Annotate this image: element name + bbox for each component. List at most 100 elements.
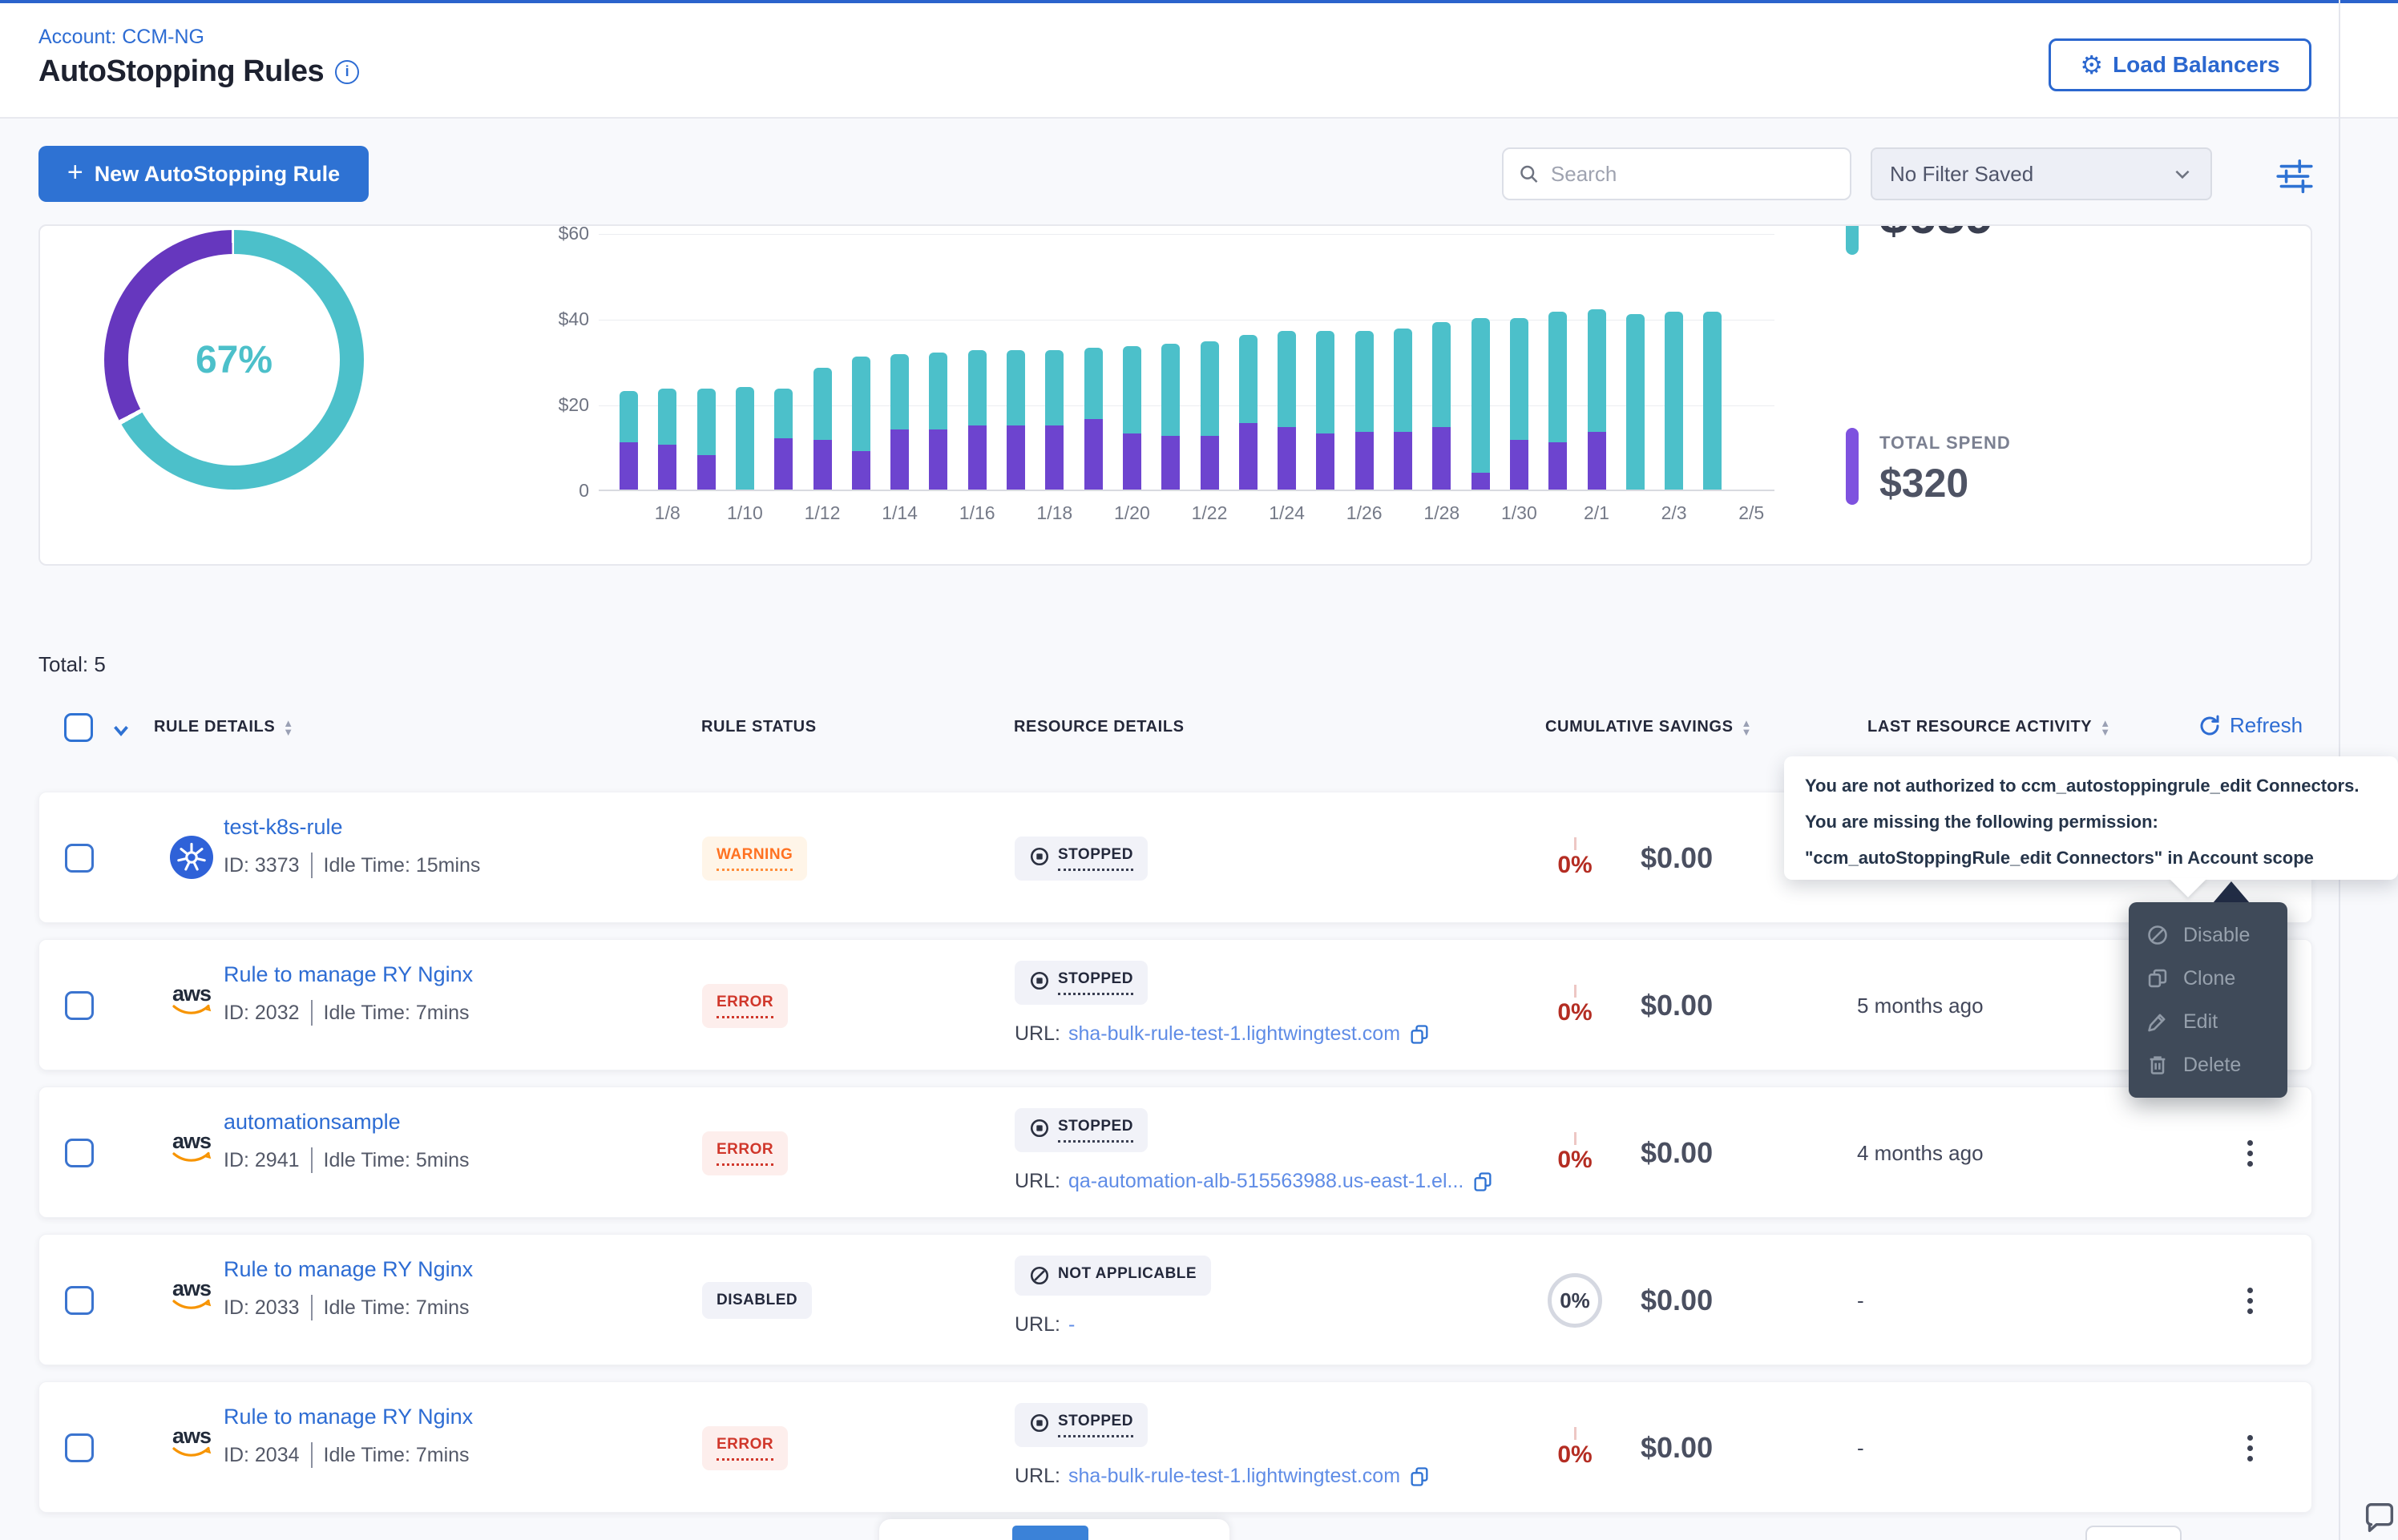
- row-actions-menu: Disable Clone Edit Delete: [2129, 902, 2287, 1098]
- resource-url-link[interactable]: -: [1068, 1313, 1076, 1336]
- rule-name-link[interactable]: Rule to manage RY Nginx: [224, 962, 474, 986]
- rule-status-badge: DISABLED: [702, 1282, 813, 1319]
- total-count: Total: 5: [38, 652, 106, 676]
- help-chat-button[interactable]: [2361, 1500, 2398, 1537]
- gear-icon: ⚙: [2080, 50, 2104, 80]
- bar: [1316, 331, 1335, 490]
- pagination: [879, 1519, 1229, 1540]
- savings-tick: [1573, 837, 1576, 850]
- sort-icon[interactable]: ▲ ▼: [283, 716, 294, 738]
- savings-percent: 0%: [1527, 792, 1623, 924]
- resource-cell: STOPPED: [1015, 792, 1148, 924]
- top-accent-line: [0, 0, 2398, 3]
- summary-card: 67% $60 $40 $20 0 1/8 1/10 1/12 1/14 1/16 1/18 1/2…: [38, 224, 2312, 566]
- menu-item-edit[interactable]: Edit: [2129, 1000, 2287, 1043]
- row-checkbox[interactable]: [65, 844, 94, 873]
- row-checkbox[interactable]: [65, 1433, 94, 1462]
- rule-status-cell: ERROR: [702, 1382, 789, 1514]
- rule-details-cell: Rule to manage RY Nginx ID: 2033 Idle Ti…: [224, 1257, 473, 1320]
- stop-icon: [1030, 1119, 1049, 1138]
- kubernetes-icon: [168, 836, 216, 879]
- row-checkbox[interactable]: [65, 1286, 94, 1315]
- last-activity-value: -: [1857, 1288, 1864, 1312]
- new-autostopping-rule-button[interactable]: + New AutoStopping Rule: [38, 146, 369, 202]
- filter-sliders-icon[interactable]: [2273, 154, 2316, 197]
- copy-icon[interactable]: [1408, 1465, 1431, 1488]
- row-actions-kebab[interactable]: [2232, 1382, 2267, 1514]
- x-axis-label: 1/12: [804, 502, 841, 523]
- menu-item-delete[interactable]: Delete: [2129, 1043, 2287, 1086]
- sort-icon[interactable]: ▲ ▼: [1741, 716, 1752, 738]
- column-rule-details[interactable]: RULE DETAILS ▲ ▼: [154, 716, 294, 738]
- x-axis-label: 1/28: [1423, 502, 1460, 523]
- savings-percent: 0%: [1527, 1235, 1623, 1366]
- resource-state-badge: NOT APPLICABLE: [1015, 1256, 1212, 1296]
- rule-name-link[interactable]: automationsample: [224, 1110, 401, 1134]
- menu-item-clone[interactable]: Clone: [2129, 957, 2287, 1000]
- select-all-checkbox[interactable]: [64, 713, 93, 742]
- resource-url-link[interactable]: qa-automation-alb-515563988.us-east-1.el…: [1068, 1170, 1464, 1192]
- rule-status-cell: WARNING: [702, 792, 808, 924]
- rule-status-cell: ERROR: [702, 940, 789, 1071]
- rule-meta: ID: 2033 Idle Time: 7mins: [224, 1295, 473, 1320]
- copy-icon[interactable]: [1472, 1171, 1494, 1193]
- copy-icon[interactable]: [1408, 1023, 1431, 1046]
- menu-item-disable[interactable]: Disable: [2129, 913, 2287, 957]
- rule-details-cell: Rule to manage RY Nginx ID: 2032 Idle Ti…: [224, 962, 473, 1026]
- last-activity-value: 5 months ago: [1857, 993, 1984, 1018]
- column-last-resource-activity[interactable]: LAST RESOURCE ACTIVITY ▲ ▼: [1867, 716, 2111, 738]
- pagination-active-page[interactable]: [1012, 1526, 1088, 1540]
- rule-name-link[interactable]: Rule to manage RY Nginx: [224, 1257, 474, 1281]
- resource-url-line: URL: sha-bulk-rule-test-1.lightwingtest.…: [1015, 1465, 1431, 1488]
- bar: [658, 389, 677, 490]
- row-actions-kebab[interactable]: [2232, 1235, 2267, 1366]
- row-checkbox[interactable]: [65, 991, 94, 1020]
- pagination-button[interactable]: [2085, 1526, 2182, 1540]
- select-menu-chevron-icon[interactable]: [109, 718, 133, 742]
- column-cumulative-savings[interactable]: CUMULATIVE SAVINGS ▲ ▼: [1545, 716, 1752, 738]
- resource-url-link[interactable]: sha-bulk-rule-test-1.lightwingtest.com: [1068, 1465, 1401, 1487]
- info-icon[interactable]: i: [335, 59, 360, 84]
- rule-meta: ID: 3373 Idle Time: 15mins: [224, 853, 480, 878]
- stop-icon: [1030, 1413, 1049, 1433]
- saved-filter-select[interactable]: No Filter Saved: [1871, 147, 2212, 200]
- row-actions-kebab[interactable]: [2232, 1087, 2267, 1219]
- copy-icon: [2148, 969, 2167, 988]
- account-breadcrumb[interactable]: Account: CCM-NG: [38, 26, 204, 48]
- rule-status-cell: DISABLED: [702, 1235, 813, 1366]
- bar: [1200, 341, 1219, 490]
- x-axis-label: 1/22: [1191, 502, 1228, 523]
- meta-divider: [310, 1147, 313, 1173]
- load-balancers-button[interactable]: ⚙ Load Balancers: [2049, 38, 2311, 91]
- total-spend-value: $320: [1879, 461, 1969, 506]
- menu-caret: [2213, 881, 2250, 903]
- x-axis-line: [599, 490, 1774, 491]
- total-savings-value: $659: [1879, 226, 1993, 255]
- resource-state-badge: STOPPED: [1015, 1403, 1148, 1447]
- bar: [1665, 311, 1684, 490]
- stop-icon: [1030, 847, 1049, 865]
- meta-divider: [310, 1442, 313, 1468]
- x-axis-label: 1/20: [1114, 502, 1150, 523]
- rule-name-link[interactable]: test-k8s-rule: [224, 815, 343, 839]
- row-checkbox[interactable]: [65, 1139, 94, 1167]
- resource-state-badge: STOPPED: [1015, 836, 1148, 881]
- cumulative-savings-value: $0.00: [1641, 1284, 1714, 1316]
- rule-meta: ID: 2034 Idle Time: 7mins: [224, 1442, 473, 1468]
- meta-divider: [310, 1295, 313, 1320]
- cumulative-savings-value: $0.00: [1641, 1431, 1714, 1464]
- gridline-60: [599, 234, 1774, 235]
- savings-tick: [1573, 1427, 1576, 1440]
- page-header: Account: CCM-NG AutoStopping Rules i ⚙ L…: [0, 3, 2398, 119]
- rule-name-link[interactable]: Rule to manage RY Nginx: [224, 1405, 474, 1429]
- tooltip-caret: [2169, 878, 2207, 897]
- cumulative-savings-value: $0.00: [1641, 1136, 1714, 1169]
- total-spend-label: TOTAL SPEND: [1879, 433, 2011, 453]
- refresh-button[interactable]: Refresh: [2198, 713, 2303, 738]
- aws-icon: aws: [168, 1425, 216, 1459]
- bar: [1007, 350, 1025, 490]
- search-input[interactable]: [1550, 161, 1835, 187]
- resource-url-link[interactable]: sha-bulk-rule-test-1.lightwingtest.com: [1068, 1022, 1401, 1045]
- savings-legend-bar: [1846, 226, 1859, 255]
- sort-icon[interactable]: ▲ ▼: [2100, 716, 2111, 738]
